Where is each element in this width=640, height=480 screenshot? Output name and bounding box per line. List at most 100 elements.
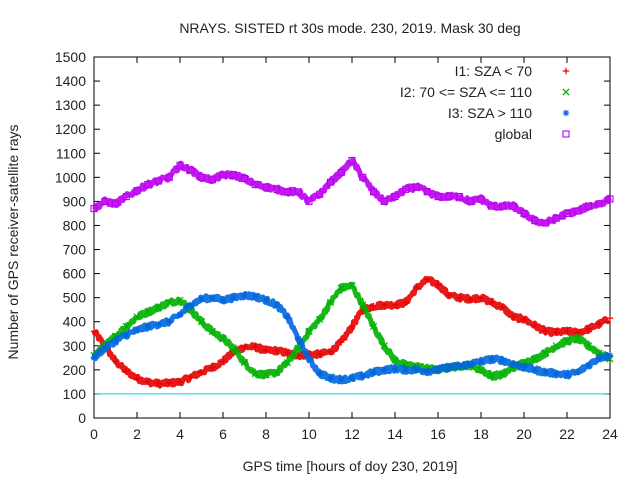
data-point xyxy=(584,202,593,210)
data-point xyxy=(574,334,582,343)
data-point xyxy=(251,369,259,378)
data-point xyxy=(595,200,603,208)
data-point xyxy=(165,298,173,307)
data-point xyxy=(338,376,345,383)
x-tick-label: 6 xyxy=(219,426,227,442)
data-point xyxy=(455,193,464,201)
series-plus xyxy=(90,275,614,389)
data-point xyxy=(284,313,291,321)
x-tick-label: 8 xyxy=(262,426,270,442)
data-point xyxy=(90,328,98,335)
data-point xyxy=(252,343,259,351)
data-point xyxy=(165,173,173,181)
legend-marker xyxy=(562,67,570,75)
x-tick-label: 16 xyxy=(430,426,446,442)
data-point xyxy=(370,369,377,376)
data-point xyxy=(552,342,560,350)
data-point xyxy=(316,190,324,198)
data-point xyxy=(176,311,184,318)
data-point xyxy=(359,301,367,309)
x-tick-label: 14 xyxy=(387,426,403,442)
data-point xyxy=(251,181,259,189)
data-point xyxy=(198,369,205,376)
data-point xyxy=(552,214,560,222)
series-band xyxy=(91,291,611,385)
data-point xyxy=(424,276,431,283)
data-point xyxy=(553,370,560,377)
data-point xyxy=(111,200,120,208)
data-point xyxy=(337,168,345,177)
x-axis-label: GPS time [hours of doy 230, 2019] xyxy=(243,458,458,474)
data-point xyxy=(477,294,485,301)
data-point xyxy=(101,345,108,352)
legend-marker xyxy=(562,109,570,117)
data-point xyxy=(230,294,237,301)
data-point xyxy=(488,372,496,380)
data-point xyxy=(240,174,249,183)
data-point xyxy=(295,335,302,342)
data-point xyxy=(402,366,409,374)
data-point xyxy=(412,183,421,191)
data-point xyxy=(241,343,248,351)
x-tick-label: 18 xyxy=(473,426,489,442)
data-point xyxy=(197,318,206,326)
data-point xyxy=(391,356,399,364)
data-point xyxy=(337,284,345,292)
data-point xyxy=(208,327,216,335)
data-point xyxy=(391,193,399,201)
data-point xyxy=(273,347,280,354)
data-point xyxy=(520,364,528,371)
data-point xyxy=(133,375,141,382)
data-point xyxy=(144,308,152,316)
data-point xyxy=(488,355,495,363)
data-point xyxy=(541,349,550,357)
y-tick-label: 300 xyxy=(63,338,87,354)
y-tick-label: 900 xyxy=(63,193,87,209)
data-point xyxy=(112,358,119,365)
data-point xyxy=(187,373,194,381)
data-point xyxy=(359,372,366,380)
data-point xyxy=(467,295,474,303)
legend-marker xyxy=(562,130,570,138)
data-point xyxy=(574,207,582,215)
data-point xyxy=(155,380,162,387)
data-point xyxy=(510,360,517,368)
x-tick-label: 0 xyxy=(90,426,98,442)
legend-label: I2: 70 <= SZA <= 110 xyxy=(400,84,532,100)
data-point xyxy=(327,375,334,382)
data-point xyxy=(112,337,119,345)
legend-label: I1: SZA < 70 xyxy=(455,63,533,79)
data-point xyxy=(348,156,356,165)
data-point xyxy=(123,331,130,339)
data-point xyxy=(520,209,528,217)
data-point xyxy=(187,301,194,309)
data-point xyxy=(90,205,98,213)
data-point xyxy=(413,284,420,292)
data-point xyxy=(445,364,452,371)
data-point xyxy=(252,293,259,300)
data-point xyxy=(316,351,323,358)
data-point xyxy=(445,292,452,299)
data-point xyxy=(283,188,292,196)
data-point xyxy=(563,371,571,378)
data-point xyxy=(456,363,463,370)
data-point xyxy=(596,320,603,328)
data-point xyxy=(498,202,507,210)
data-point xyxy=(144,323,151,330)
data-point xyxy=(294,188,302,196)
data-point xyxy=(542,369,549,376)
y-tick-label: 100 xyxy=(63,386,87,402)
y-tick-label: 1500 xyxy=(55,49,86,65)
data-point xyxy=(90,354,98,362)
y-tick-label: 1400 xyxy=(55,73,86,89)
data-point xyxy=(273,368,281,376)
data-point xyxy=(370,302,377,310)
data-point xyxy=(230,171,238,179)
data-point xyxy=(585,325,592,333)
data-point xyxy=(166,379,173,387)
data-point xyxy=(541,219,550,227)
data-point xyxy=(434,366,442,374)
data-point xyxy=(273,301,280,309)
data-point xyxy=(284,349,291,357)
data-point xyxy=(326,298,335,307)
